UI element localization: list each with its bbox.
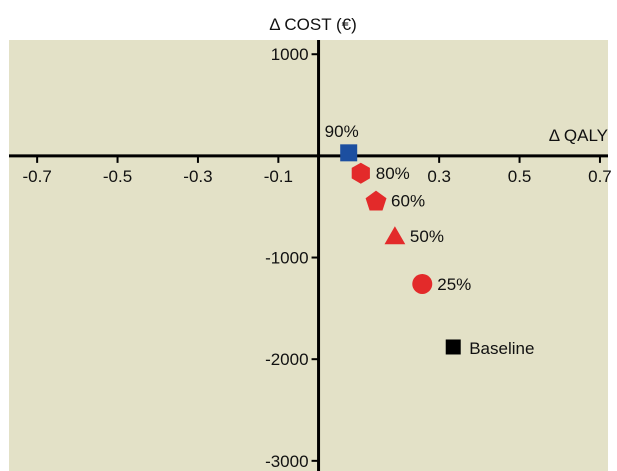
y-axis-title: Δ COST (€) bbox=[269, 15, 357, 34]
y-tick-label: -3000 bbox=[265, 452, 308, 471]
data-point-80-pct-label: 80% bbox=[376, 164, 410, 183]
data-point-90-pct bbox=[340, 144, 358, 162]
data-point-60-pct-label: 60% bbox=[391, 192, 425, 211]
x-tick-label: 0.3 bbox=[427, 167, 451, 186]
x-axis-title: Δ QALY bbox=[549, 126, 608, 145]
data-point-50-pct-label: 50% bbox=[410, 227, 444, 246]
data-point-25-pct bbox=[412, 273, 433, 294]
x-tick-label: 0.7 bbox=[588, 167, 612, 186]
data-point-90-pct-label: 90% bbox=[325, 122, 359, 141]
data-point-baseline bbox=[445, 339, 461, 355]
x-tick-label: -0.5 bbox=[103, 167, 132, 186]
x-tick-label: -0.1 bbox=[264, 167, 293, 186]
data-point-60-pct bbox=[365, 190, 387, 211]
data-point-baseline-label: Baseline bbox=[469, 339, 534, 358]
x-tick-label: -0.7 bbox=[22, 167, 51, 186]
y-tick-label: -1000 bbox=[265, 249, 308, 268]
data-point-50-pct bbox=[384, 226, 406, 245]
data-point-80-pct bbox=[351, 162, 370, 184]
x-tick-label: 0.5 bbox=[508, 167, 532, 186]
data-point-25-pct-label: 25% bbox=[437, 275, 471, 294]
y-tick-label: -2000 bbox=[265, 350, 308, 369]
x-tick-label: -0.3 bbox=[183, 167, 212, 186]
y-tick-label: 1000 bbox=[271, 45, 309, 64]
plot-background bbox=[9, 40, 608, 471]
